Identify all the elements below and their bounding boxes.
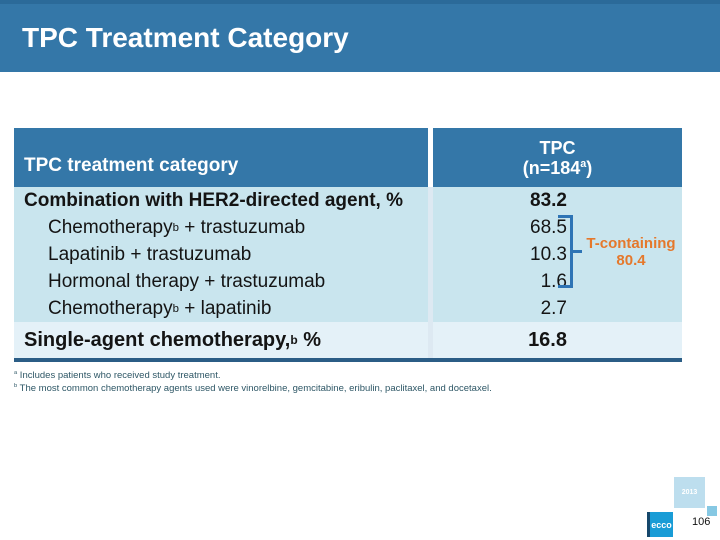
column-header-tpc-line2: (n=184a) [522, 158, 593, 179]
t-containing-bracket [570, 215, 573, 288]
row-value: 68.5 [530, 216, 567, 238]
slide-title-bar: TPC Treatment Category [0, 0, 720, 72]
table-row: Chemotherapy b + lapatinib 2.7 [14, 295, 682, 322]
footnote-a: a Includes patients who received study t… [14, 369, 221, 381]
column-divider [428, 295, 433, 322]
t-containing-annotation: T-containing 80.4 [582, 235, 680, 270]
year-label: 2013 [681, 489, 698, 496]
footnote-marker-b: b [14, 382, 18, 389]
column-header-tpc: TPC (n=184a) [433, 128, 682, 187]
row-label: Hormonal therapy + trastuzumab [48, 270, 326, 292]
annotation-label: T-containing [586, 235, 676, 252]
column-header-category: TPC treatment category [24, 155, 239, 176]
footnote-b: b The most common chemotherapy agents us… [14, 382, 492, 394]
t-containing-bracket-bottom-hook [558, 285, 573, 288]
row-label: Combination with HER2-directed agent, % [24, 189, 403, 211]
row-value: 10.3 [530, 243, 567, 265]
congress-year-badge: 2013 [674, 477, 705, 508]
column-divider [428, 268, 433, 295]
column-divider [428, 214, 433, 241]
row-value: 1.6 [540, 270, 567, 292]
row-value: 16.8 [528, 328, 567, 351]
row-value: 83.2 [530, 189, 567, 211]
page-number: 106 [692, 516, 711, 528]
footnote-marker-a: a [14, 369, 18, 376]
table-bottom-border [14, 358, 682, 362]
column-divider [428, 322, 433, 358]
logo-accent-square [707, 506, 717, 516]
column-divider [428, 241, 433, 268]
table-row: Hormonal therapy + trastuzumab 1.6 [14, 268, 682, 295]
footnotes: a Includes patients who received study t… [14, 369, 654, 395]
row-label: Chemotherapy b + lapatinib [48, 297, 272, 319]
row-label: Chemotherapy b + trastuzumab [48, 216, 306, 238]
annotation-value: 80.4 [616, 252, 646, 270]
ecco-logo: ecco [647, 512, 673, 537]
row-value: 2.7 [540, 297, 567, 319]
column-divider [428, 128, 433, 187]
table-row-single-agent: Single-agent chemotherapy, b % 16.8 [14, 322, 682, 358]
row-label: Lapatinib + trastuzumab [48, 243, 252, 265]
t-containing-bracket-mid-tick [573, 250, 582, 253]
superscript-a: a [580, 158, 587, 171]
column-header-tpc-line1: TPC [539, 138, 576, 159]
page-title: TPC Treatment Category [22, 22, 349, 53]
ecco-logo-text: ecco [651, 519, 672, 530]
table-row: Combination with HER2-directed agent, % … [14, 187, 682, 214]
table-header-row: TPC treatment category TPC (n=184a) [14, 128, 682, 187]
column-divider [428, 187, 433, 214]
t-containing-bracket-top-hook [558, 215, 573, 218]
row-label: Single-agent chemotherapy, b % [24, 328, 322, 351]
